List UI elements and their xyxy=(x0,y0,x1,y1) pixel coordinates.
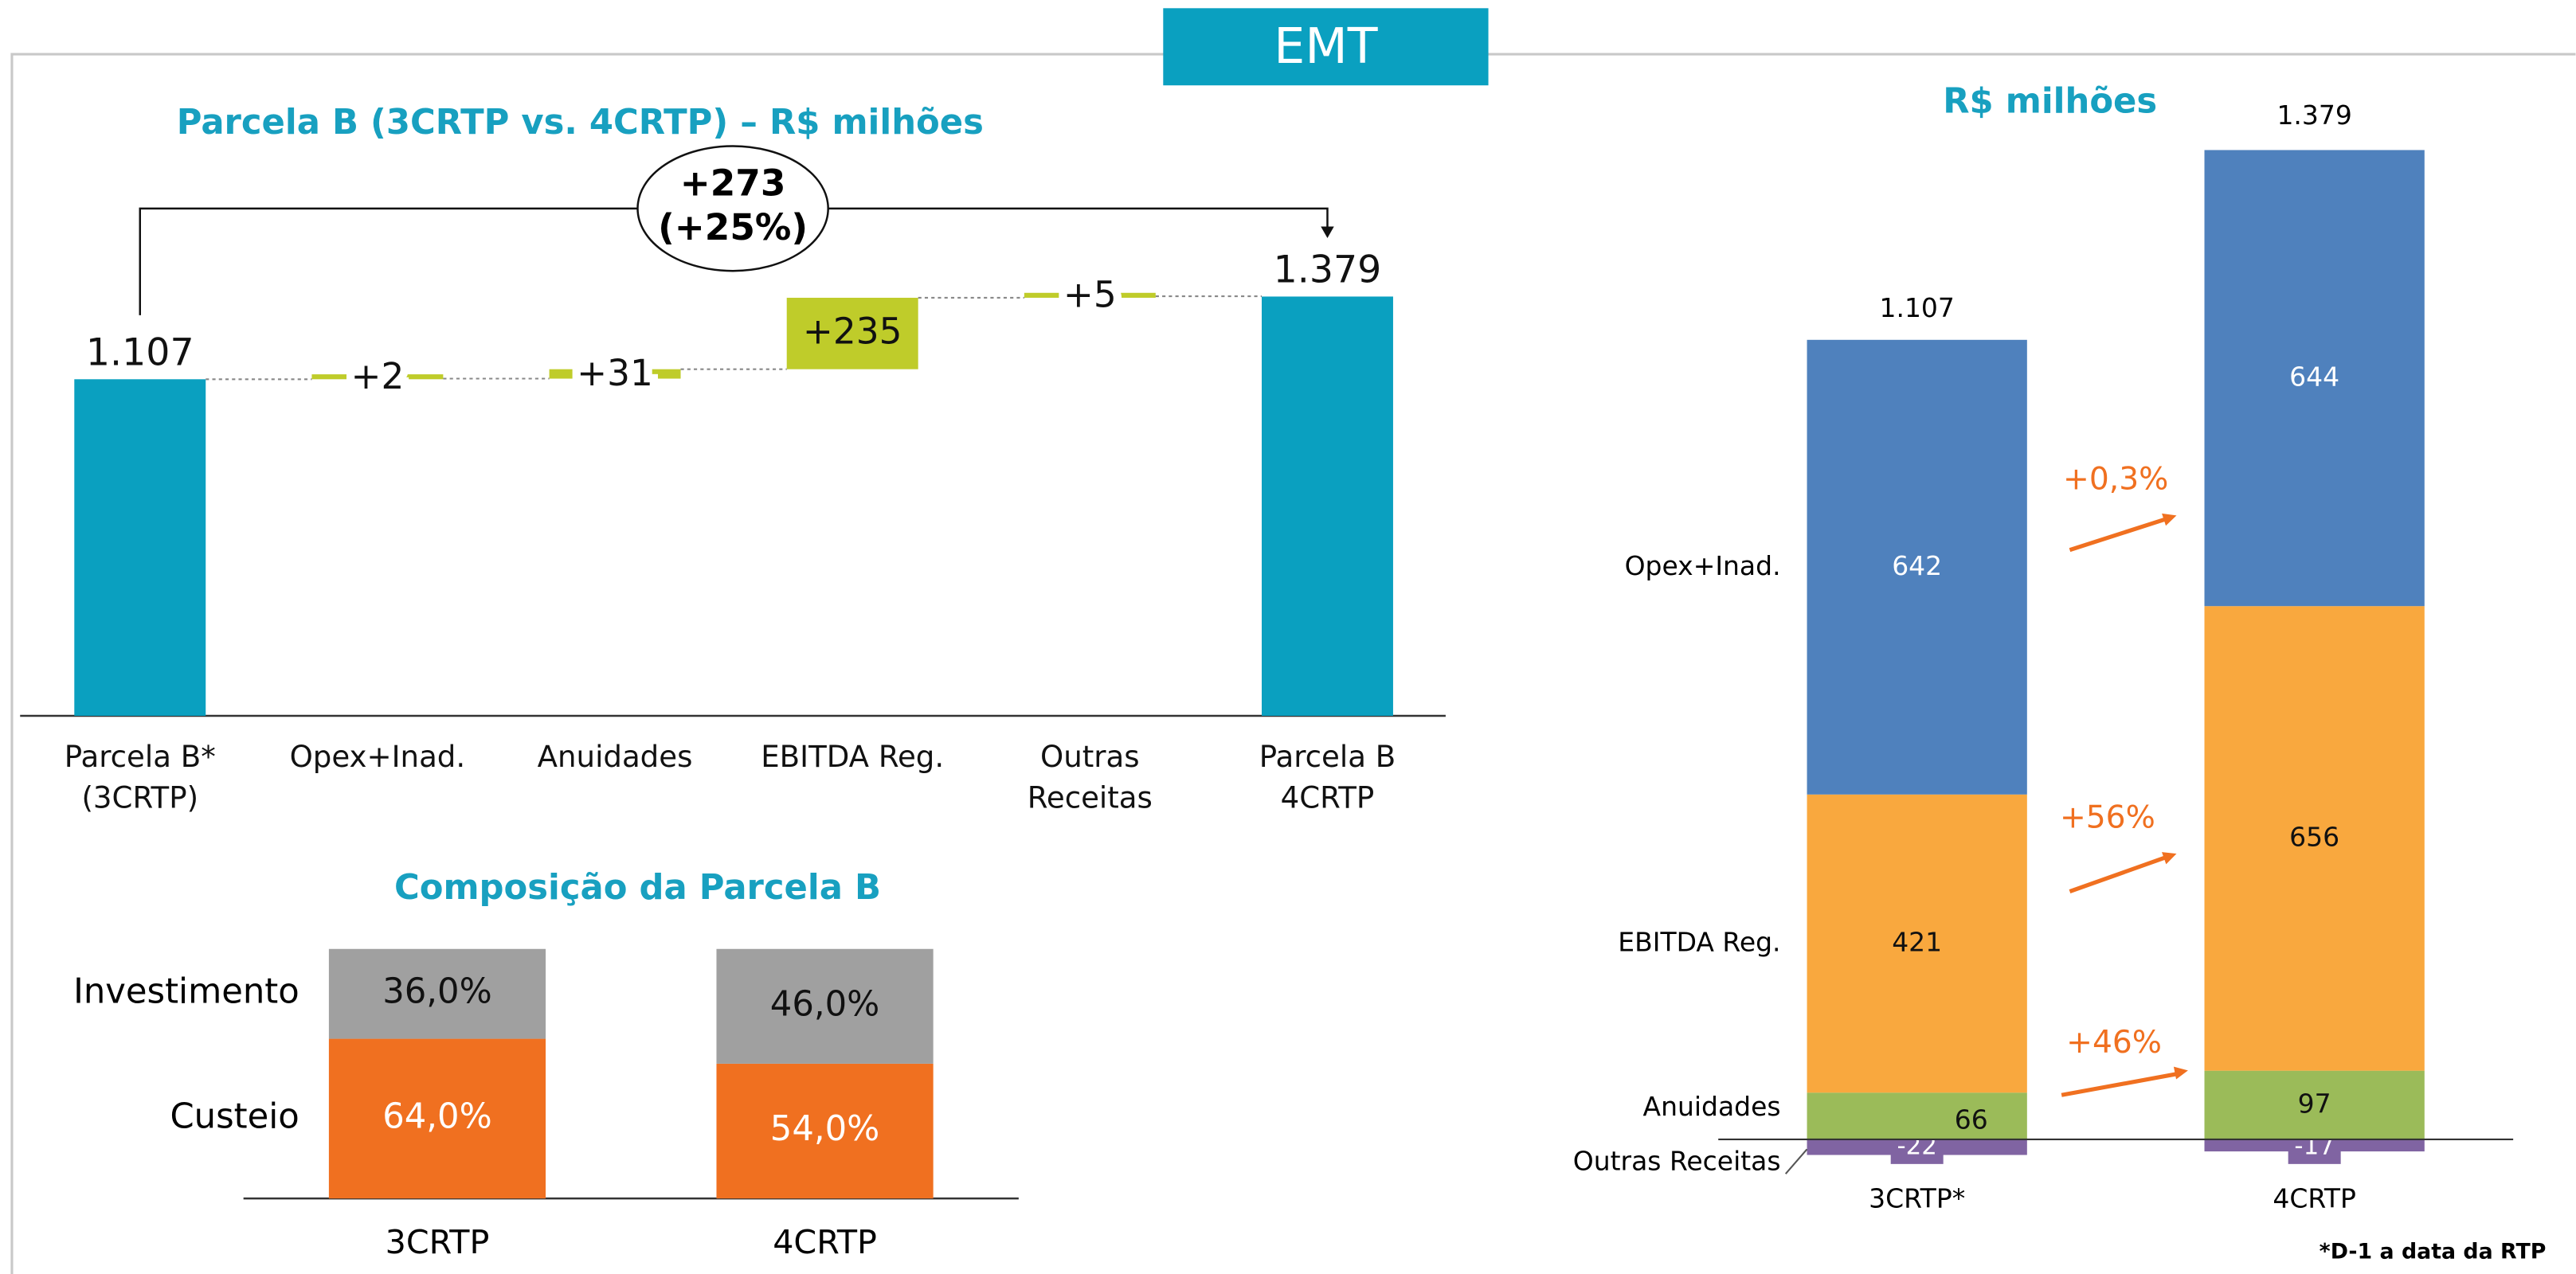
annotation: +46% xyxy=(2066,1025,2162,1061)
bar-segment xyxy=(716,948,934,1064)
legend-label: EBITDA Reg. xyxy=(1618,927,1780,958)
delta-bar xyxy=(1024,292,1156,298)
x-tick-label-box: Parcela B* (3CRTP) xyxy=(64,740,216,816)
data-label: 46,0% xyxy=(770,984,879,1024)
bar-segment xyxy=(1807,1092,2027,1139)
footnote: *D-1 a data da RTP xyxy=(2320,1240,2547,1264)
x-tick-label-box: Parcela B 4CRTP xyxy=(1259,740,1396,816)
arrow-head xyxy=(1321,226,1334,238)
total-label: 1.107 xyxy=(1879,292,1954,323)
bar-segment xyxy=(2204,606,2425,1071)
bar-segment xyxy=(1807,794,2027,1093)
arrow-head xyxy=(2162,852,2177,865)
x-tick-label-box: Opex+Inad. xyxy=(289,740,466,776)
x-tick-label-box: Outras Receitas xyxy=(1027,740,1153,816)
total-label: 1.379 xyxy=(2277,100,2351,131)
annotation-bubble xyxy=(636,145,829,272)
data-label: +31 xyxy=(577,352,653,394)
chart-title: Composição da Parcela B xyxy=(394,868,881,908)
annotation-arrow xyxy=(2069,854,2167,894)
data-label: 97 xyxy=(2298,1088,2331,1119)
bar-segment xyxy=(328,948,546,1039)
total-bar xyxy=(74,379,206,716)
x-tick-label-box: EBITDA Reg. xyxy=(761,740,945,776)
bar-segment xyxy=(2204,1070,2425,1139)
x-tick-label: Parcela B 4CRTP xyxy=(1259,740,1396,816)
data-label: 36,0% xyxy=(382,972,492,1012)
header-box xyxy=(1163,8,1489,86)
data-label: 642 xyxy=(1892,550,1942,581)
data-label: 54,0% xyxy=(770,1109,879,1149)
arrow-head xyxy=(2162,513,2177,526)
chart-title: Parcela B (3CRTP vs. 4CRTP) – R$ milhões xyxy=(177,103,984,143)
x-tick-label: Anuidades xyxy=(537,740,693,776)
arrow-head xyxy=(2173,1066,2188,1080)
bar-segment xyxy=(1807,339,2027,795)
delta-bar xyxy=(786,297,918,369)
legend-label: Anuidades xyxy=(1643,1091,1781,1122)
data-label: +235 xyxy=(803,310,902,352)
data-label: 1.107 xyxy=(86,330,194,374)
x-tick-label-box: Anuidades xyxy=(537,740,693,776)
annotation-arrow xyxy=(2061,1071,2179,1097)
delta-bar xyxy=(311,374,444,380)
x-tick-label: 4CRTP xyxy=(2273,1183,2356,1214)
legend-label: Opex+Inad. xyxy=(1625,550,1781,581)
x-tick-label: Parcela B* (3CRTP) xyxy=(64,740,216,816)
annotation: +56% xyxy=(2060,799,2155,835)
leader-line xyxy=(1784,1148,1808,1174)
data-label: 644 xyxy=(2289,361,2339,392)
data-label: 64,0% xyxy=(382,1096,492,1136)
x-tick-label: 3CRTP* xyxy=(1869,1183,1965,1214)
delta-bar xyxy=(549,369,681,379)
data-label: 656 xyxy=(2289,821,2339,852)
annotation: +273 xyxy=(680,162,786,204)
x-tick-label: 3CRTP xyxy=(386,1223,490,1261)
bar-segment xyxy=(2204,150,2425,607)
bar-segment xyxy=(328,1038,546,1199)
bar-segment xyxy=(716,1063,934,1199)
x-tick-label: Opex+Inad. xyxy=(289,740,466,776)
x-tick-label: EBITDA Reg. xyxy=(761,740,945,776)
data-label: 66 xyxy=(1955,1104,1988,1135)
header: EMT xyxy=(1274,18,1377,75)
legend-label: Outras Receitas xyxy=(1573,1145,1781,1176)
data-label: +2 xyxy=(350,355,404,397)
annotation-arrow xyxy=(2069,517,2167,553)
annotation: +0,3% xyxy=(2063,462,2168,498)
frame xyxy=(10,53,2576,1274)
data-label: +5 xyxy=(1063,273,1117,315)
data-label: 1.379 xyxy=(1274,248,1382,292)
legend-label: Investimento xyxy=(73,972,299,1012)
x-tick-label: 4CRTP xyxy=(773,1223,877,1261)
annotation: (+25%) xyxy=(658,206,808,248)
legend-label: Custeio xyxy=(170,1096,299,1136)
chart-title: R$ milhões xyxy=(1943,81,2157,121)
x-tick-label: Outras Receitas xyxy=(1027,740,1153,816)
total-bar xyxy=(1262,296,1393,716)
data-label: 421 xyxy=(1892,927,1942,958)
